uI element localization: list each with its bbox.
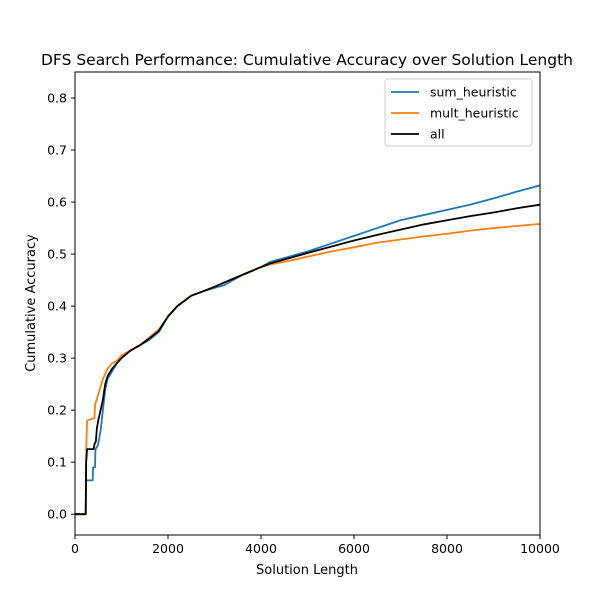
legend-box xyxy=(384,78,533,147)
x-axis-label: Solution Length xyxy=(256,563,358,578)
legend-label-mult-heuristic: mult_heuristic xyxy=(430,106,519,121)
y-tick-label: 0.0 xyxy=(47,507,67,522)
plot-frame xyxy=(74,71,541,536)
y-tick-label: 0.3 xyxy=(47,351,67,366)
series-line-all xyxy=(75,203,540,516)
y-tick-label: 0.2 xyxy=(47,403,67,418)
series-layer xyxy=(75,184,540,516)
y-tick-label: 0.1 xyxy=(47,455,67,470)
x-tick-label: 10000 xyxy=(520,541,560,556)
legend-label-all: all xyxy=(430,127,445,142)
y-tick-label: 0.8 xyxy=(47,91,67,106)
series-line-mult-heuristic xyxy=(75,223,540,516)
x-tick-label: 8000 xyxy=(431,541,463,556)
y-tick-label: 0.5 xyxy=(47,247,67,262)
y-tick-label: 0.4 xyxy=(47,299,67,314)
y-axis: 0.0 0.1 0.2 0.3 0.4 0.5 0.6 0.7 0.8 xyxy=(47,91,75,522)
x-axis: 0 2000 4000 6000 8000 10000 xyxy=(71,535,560,556)
chart-title: DFS Search Performance: Cumulative Accur… xyxy=(41,51,573,69)
y-tick-label: 0.7 xyxy=(47,143,67,158)
x-tick-label: 2000 xyxy=(152,541,184,556)
y-tick-label: 0.6 xyxy=(47,195,67,210)
legend-label-sum-heuristic: sum_heuristic xyxy=(430,85,517,100)
x-tick-label: 4000 xyxy=(245,541,277,556)
x-tick-label: 0 xyxy=(71,541,79,556)
x-tick-label: 6000 xyxy=(338,541,370,556)
y-axis-label: Cumulative Accuracy xyxy=(24,234,39,372)
series-line-sum-heuristic xyxy=(75,184,540,516)
